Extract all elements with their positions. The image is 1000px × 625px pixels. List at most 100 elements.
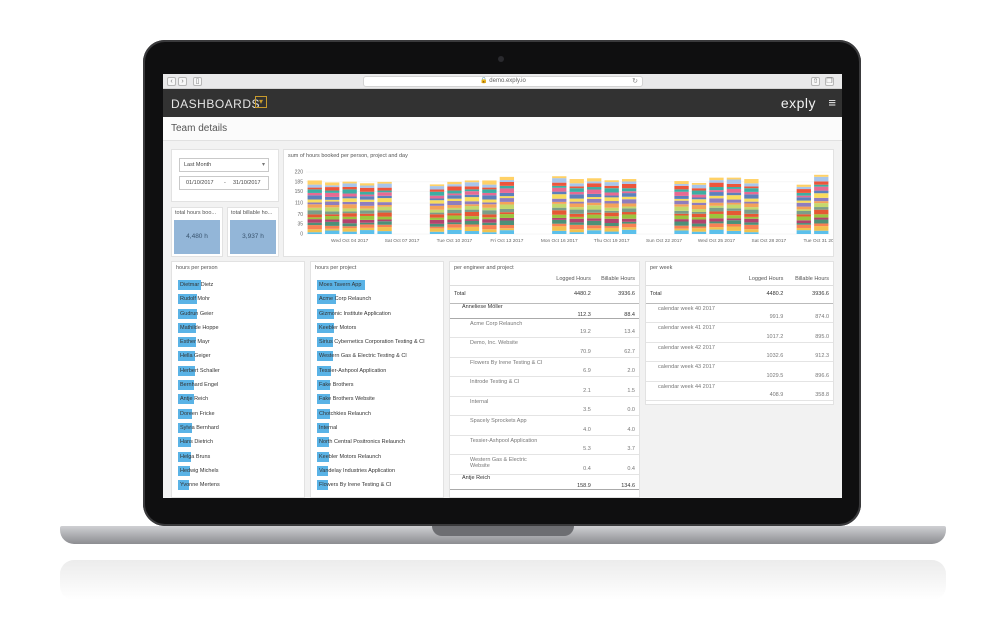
hamburger-menu-icon[interactable]: ≡ — [828, 95, 836, 110]
bar-segment[interactable] — [744, 203, 759, 208]
bar-segment[interactable] — [744, 188, 759, 192]
stacked-bar-chart[interactable]: 0 35 70 110 150 185 220 Wed Oct 04 2017 Sat Oct … — [284, 164, 833, 256]
bar-segment[interactable] — [604, 216, 619, 219]
bar-segment[interactable] — [447, 207, 462, 210]
bar-segment[interactable] — [325, 187, 340, 191]
bar-segment[interactable] — [552, 226, 567, 231]
col-logged[interactable]: Logged Hours — [550, 274, 595, 286]
bar-segment[interactable] — [499, 180, 515, 183]
bar-segment[interactable] — [464, 209, 480, 212]
bar-segment[interactable] — [709, 195, 724, 199]
bar-segment[interactable] — [744, 222, 759, 225]
bar-segment[interactable] — [587, 202, 602, 206]
bar-segment[interactable] — [447, 229, 462, 234]
list-item[interactable]: Doreen Fricke — [176, 407, 300, 421]
bar-segment[interactable] — [482, 192, 497, 196]
bar-stack[interactable] — [482, 180, 497, 234]
bar-segment[interactable] — [307, 199, 322, 203]
list-item[interactable]: Vandelay Industries Application — [315, 464, 439, 478]
bar-segment[interactable] — [342, 226, 357, 229]
bar-segment[interactable] — [744, 198, 759, 202]
bar-segment[interactable] — [621, 223, 637, 228]
back-icon[interactable]: ‹ — [167, 77, 176, 86]
bar-segment[interactable] — [552, 176, 567, 179]
bar-segment[interactable] — [691, 183, 707, 185]
kpi-billable-hours[interactable]: total billable ho... 3,937 h — [227, 207, 279, 257]
bar-segment[interactable] — [814, 201, 829, 204]
list-item[interactable]: Acme Corp Relaunch — [315, 292, 439, 306]
list-item[interactable]: North Central Positronics Relaunch — [315, 435, 439, 449]
bar-stack[interactable] — [674, 181, 689, 234]
bar-segment[interactable] — [709, 218, 724, 222]
bar-segment[interactable] — [691, 211, 707, 214]
bar-segment[interactable] — [709, 211, 724, 214]
bar-segment[interactable] — [307, 189, 322, 193]
bar-segment[interactable] — [464, 194, 480, 198]
bar-segment[interactable] — [482, 202, 497, 205]
bar-stack[interactable] — [569, 179, 584, 234]
bar-segment[interactable] — [482, 219, 497, 223]
bar-segment[interactable] — [569, 198, 584, 202]
col-logged[interactable]: Logged Hours — [741, 274, 788, 286]
kpi-total-hours[interactable]: total hours boo... 4,480 h — [171, 207, 223, 257]
bar-segment[interactable] — [307, 207, 322, 211]
bar-segment[interactable] — [691, 205, 707, 210]
bar-segment[interactable] — [499, 228, 515, 231]
bar-segment[interactable] — [342, 211, 357, 214]
bar-segment[interactable] — [359, 183, 375, 186]
tabs-icon[interactable]: ❐ — [825, 77, 834, 86]
list-item[interactable]: Sirius Cybernetics Corporation Testing &… — [315, 335, 439, 349]
bar-segment[interactable] — [464, 226, 480, 232]
bar-segment[interactable] — [499, 230, 515, 234]
table-row[interactable]: calendar week 40 2017 991.9 874.0 — [646, 303, 833, 323]
bar-segment[interactable] — [587, 193, 602, 198]
bar-segment[interactable] — [552, 178, 567, 183]
bar-segment[interactable] — [429, 209, 445, 213]
bar-segment[interactable] — [429, 186, 445, 190]
bar-segment[interactable] — [621, 221, 637, 224]
bar-segment[interactable] — [359, 210, 375, 214]
bar-segment[interactable] — [552, 201, 567, 204]
bar-segment[interactable] — [377, 205, 392, 207]
bar-segment[interactable] — [744, 224, 759, 230]
bar-stack[interactable] — [621, 179, 637, 234]
bar-segment[interactable] — [709, 205, 724, 208]
bar-segment[interactable] — [604, 227, 619, 232]
bar-segment[interactable] — [796, 202, 811, 207]
bar-segment[interactable] — [307, 225, 322, 230]
date-from[interactable]: 01/10/2017 — [186, 180, 214, 186]
bar-segment[interactable] — [744, 209, 759, 214]
bar-segment[interactable] — [464, 219, 480, 221]
bar-segment[interactable] — [569, 203, 584, 208]
bar-segment[interactable] — [307, 217, 322, 220]
table-row[interactable]: calendar week 43 2017 1029.5 896.6 — [646, 361, 833, 382]
bar-segment[interactable] — [325, 228, 340, 231]
bar-segment[interactable] — [621, 229, 637, 234]
bar-segment[interactable] — [464, 216, 480, 220]
bar-segment[interactable] — [429, 191, 445, 196]
bar-segment[interactable] — [359, 205, 375, 209]
bar-segment[interactable] — [377, 219, 392, 222]
list-item[interactable]: Tessier-Ashpool Application — [315, 364, 439, 378]
table-row[interactable]: Flowers By Irene Testing & CI 6.9 2.0 — [450, 357, 639, 377]
bar-segment[interactable] — [429, 223, 445, 227]
bar-segment[interactable] — [814, 219, 829, 224]
bar-segment[interactable] — [814, 209, 829, 215]
bar-segment[interactable] — [499, 212, 515, 215]
bar-segment[interactable] — [814, 184, 829, 187]
bar-segment[interactable] — [814, 174, 829, 177]
bar-segment[interactable] — [691, 190, 707, 195]
bar-segment[interactable] — [621, 179, 637, 182]
bar-segment[interactable] — [744, 232, 759, 234]
forward-icon[interactable]: › — [178, 77, 187, 86]
bar-segment[interactable] — [604, 192, 619, 196]
bar-segment[interactable] — [325, 219, 340, 222]
bar-segment[interactable] — [499, 225, 515, 229]
bar-segment[interactable] — [552, 223, 567, 227]
bar-segment[interactable] — [691, 231, 707, 234]
bar-segment[interactable] — [359, 219, 375, 223]
bar-segment[interactable] — [604, 185, 619, 189]
bar-segment[interactable] — [587, 187, 602, 190]
bar-segment[interactable] — [447, 224, 462, 228]
bar-segment[interactable] — [604, 197, 619, 202]
